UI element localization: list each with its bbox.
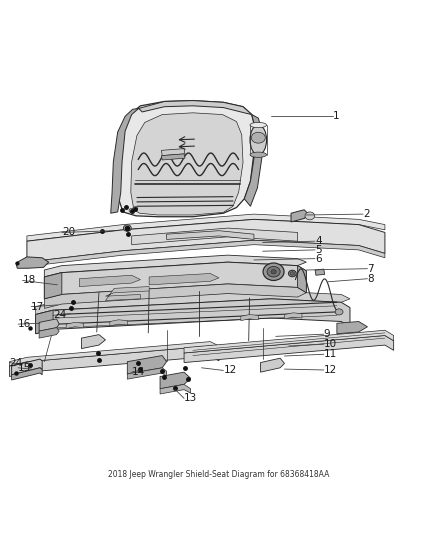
Ellipse shape — [251, 132, 265, 143]
Polygon shape — [132, 228, 297, 245]
Text: 20: 20 — [62, 228, 75, 237]
Text: 24: 24 — [53, 310, 66, 320]
Polygon shape — [241, 314, 258, 321]
Ellipse shape — [271, 270, 276, 274]
Ellipse shape — [250, 123, 267, 128]
Text: 7: 7 — [367, 264, 374, 273]
Polygon shape — [35, 291, 350, 314]
Ellipse shape — [288, 270, 296, 277]
Polygon shape — [106, 287, 149, 301]
Polygon shape — [44, 262, 306, 299]
Polygon shape — [117, 101, 255, 217]
Polygon shape — [39, 328, 59, 338]
Polygon shape — [244, 115, 262, 206]
Polygon shape — [110, 320, 127, 326]
Polygon shape — [35, 310, 53, 334]
Polygon shape — [10, 342, 219, 366]
Text: 5: 5 — [315, 245, 321, 255]
Text: 24: 24 — [10, 358, 23, 368]
Polygon shape — [44, 284, 306, 309]
Polygon shape — [12, 359, 42, 375]
Ellipse shape — [290, 272, 294, 275]
Polygon shape — [44, 272, 62, 299]
Ellipse shape — [263, 263, 284, 280]
Text: 10: 10 — [324, 339, 337, 349]
Polygon shape — [27, 214, 385, 241]
Polygon shape — [161, 149, 185, 156]
Polygon shape — [12, 368, 42, 380]
Polygon shape — [184, 335, 394, 362]
Text: 16: 16 — [18, 319, 32, 329]
Polygon shape — [184, 330, 394, 353]
Text: 14: 14 — [132, 367, 145, 377]
Polygon shape — [16, 257, 49, 268]
Text: 4: 4 — [315, 236, 321, 246]
Polygon shape — [297, 265, 306, 293]
Polygon shape — [315, 269, 325, 275]
Ellipse shape — [129, 208, 134, 213]
Polygon shape — [131, 113, 243, 215]
Polygon shape — [35, 299, 350, 334]
Ellipse shape — [250, 152, 267, 157]
Polygon shape — [285, 313, 302, 319]
Polygon shape — [261, 358, 285, 372]
Text: 11: 11 — [324, 349, 337, 359]
Text: 6: 6 — [315, 254, 321, 264]
Polygon shape — [127, 356, 166, 374]
Polygon shape — [44, 255, 306, 277]
Text: 12: 12 — [324, 365, 337, 375]
Polygon shape — [127, 368, 166, 379]
Polygon shape — [160, 372, 191, 389]
Text: 1: 1 — [332, 111, 339, 121]
Ellipse shape — [124, 225, 131, 231]
Polygon shape — [149, 273, 219, 285]
Ellipse shape — [250, 125, 267, 155]
Text: 9: 9 — [324, 329, 330, 339]
Text: 8: 8 — [367, 274, 374, 284]
Ellipse shape — [335, 309, 343, 315]
Text: 12: 12 — [223, 366, 237, 375]
Polygon shape — [337, 321, 367, 334]
Polygon shape — [27, 240, 385, 266]
Text: 18: 18 — [22, 276, 36, 286]
Polygon shape — [161, 154, 185, 160]
Text: 15: 15 — [18, 363, 32, 373]
Polygon shape — [27, 220, 385, 262]
Polygon shape — [291, 210, 308, 222]
Polygon shape — [111, 108, 139, 213]
Polygon shape — [39, 319, 59, 331]
Text: 17: 17 — [31, 302, 45, 312]
Ellipse shape — [305, 212, 314, 220]
Polygon shape — [10, 346, 219, 376]
Text: 2: 2 — [363, 209, 370, 219]
Polygon shape — [66, 322, 84, 328]
Polygon shape — [79, 275, 141, 287]
Ellipse shape — [133, 207, 138, 211]
Text: 2018 Jeep Wrangler Shield-Seat Diagram for 68368418AA: 2018 Jeep Wrangler Shield-Seat Diagram f… — [108, 470, 330, 479]
Ellipse shape — [267, 266, 280, 277]
Polygon shape — [160, 384, 191, 394]
Text: 13: 13 — [184, 393, 198, 403]
Polygon shape — [81, 335, 106, 349]
Polygon shape — [139, 101, 252, 115]
Polygon shape — [166, 231, 254, 239]
